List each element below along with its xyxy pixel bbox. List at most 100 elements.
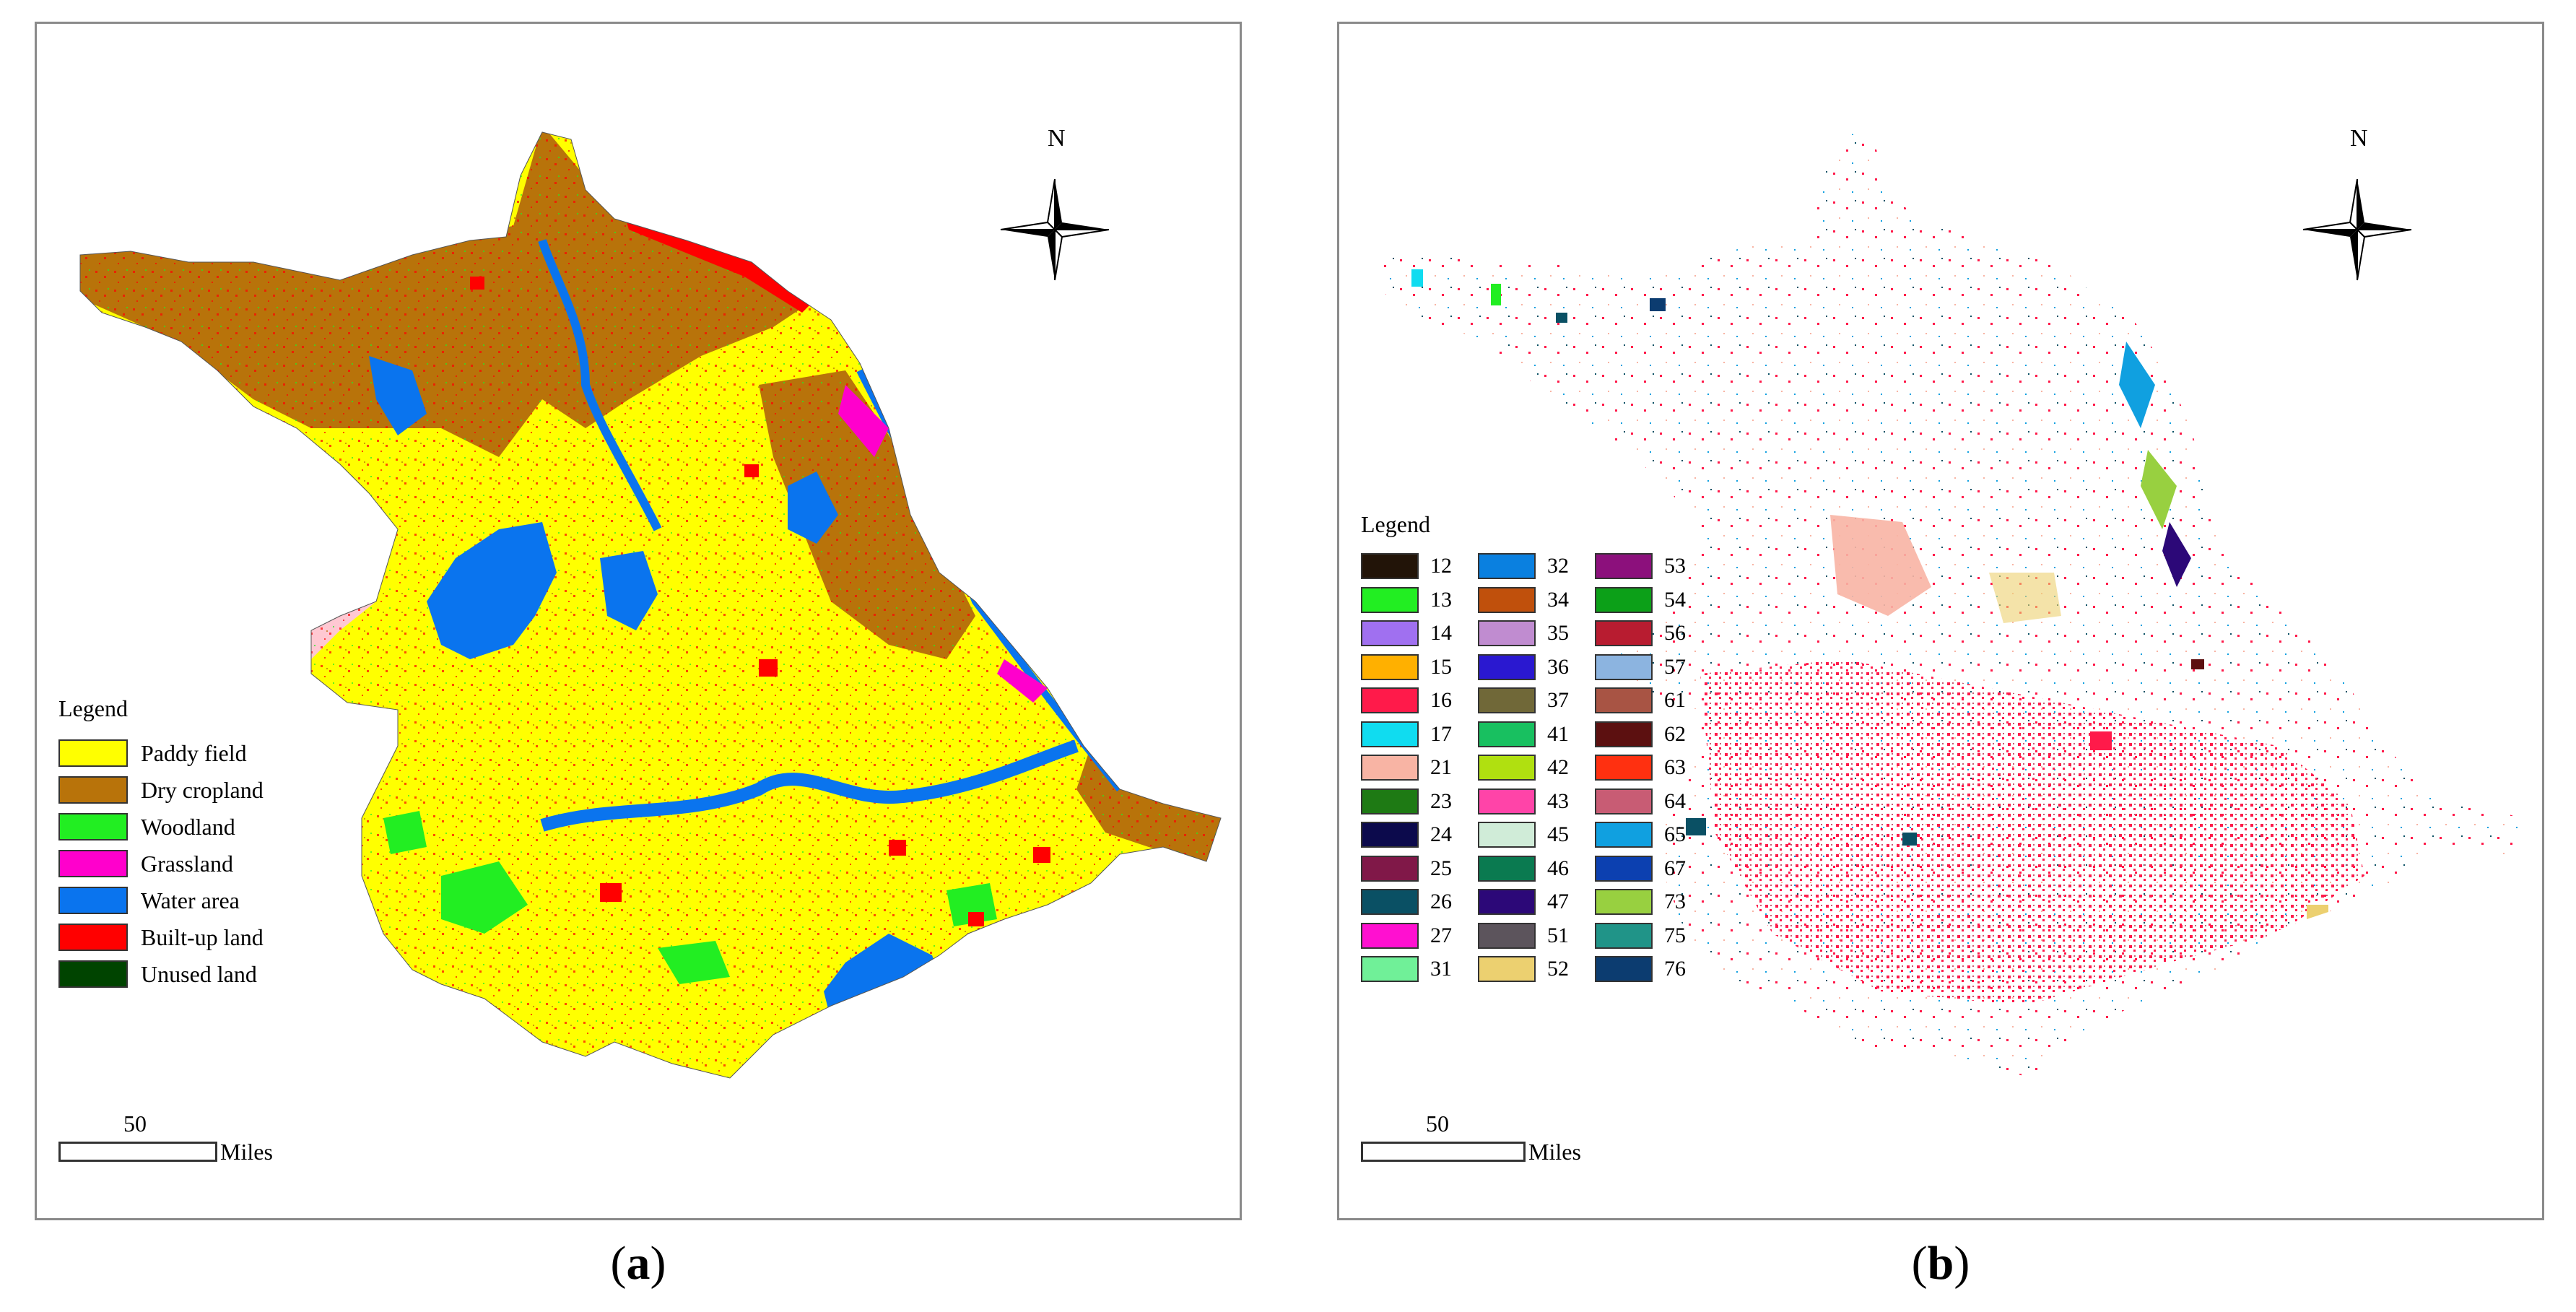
legend-item: 62 bbox=[1595, 718, 1700, 751]
legend-label: 43 bbox=[1547, 788, 1569, 813]
legend-label: 41 bbox=[1547, 721, 1569, 746]
legend-label: Paddy field bbox=[141, 739, 247, 766]
legend-item: Built-up land bbox=[58, 919, 264, 955]
legend-item: 61 bbox=[1595, 684, 1700, 717]
legend-label: 52 bbox=[1547, 957, 1569, 981]
legend-swatch bbox=[58, 813, 128, 840]
legend-item: 41 bbox=[1478, 718, 1583, 751]
legend-swatch bbox=[1478, 788, 1536, 814]
legend-item: 24 bbox=[1361, 818, 1466, 851]
legend-label: 61 bbox=[1664, 688, 1686, 712]
legend-item: 56 bbox=[1595, 617, 1700, 650]
legend-item: 45 bbox=[1478, 818, 1583, 851]
legend-item: 32 bbox=[1478, 549, 1583, 583]
legend-label: Grassland bbox=[141, 850, 233, 877]
legend-swatch bbox=[1361, 922, 1419, 949]
legend-swatch bbox=[1478, 922, 1536, 949]
legend-item: 52 bbox=[1478, 952, 1583, 986]
legend-label: 73 bbox=[1664, 890, 1686, 913]
legend-label: 67 bbox=[1664, 856, 1686, 880]
legend-label: 24 bbox=[1430, 822, 1452, 846]
land-use-change-map-b bbox=[1383, 132, 2523, 1078]
legend-item: Woodland bbox=[58, 809, 235, 845]
legend-label: 34 bbox=[1547, 587, 1569, 612]
legend-item: 65 bbox=[1595, 818, 1700, 851]
legend-label: 12 bbox=[1430, 554, 1452, 578]
legend-item: 36 bbox=[1478, 651, 1583, 684]
legend-swatch bbox=[1361, 755, 1419, 781]
legend-swatch bbox=[1595, 721, 1653, 747]
legend-label: 13 bbox=[1430, 587, 1452, 612]
legend-swatch bbox=[58, 739, 128, 767]
legend-label: Unused land bbox=[141, 960, 257, 987]
scale-unit: Miles bbox=[1528, 1139, 1581, 1165]
legend-item: 43 bbox=[1478, 785, 1583, 818]
legend-swatch bbox=[1361, 889, 1419, 915]
legend-swatch bbox=[1478, 755, 1536, 781]
legend-label: 54 bbox=[1664, 587, 1686, 612]
legend-label: 37 bbox=[1547, 688, 1569, 712]
legend-label: Water area bbox=[141, 887, 240, 913]
scale-unit: Miles bbox=[220, 1139, 273, 1165]
legend-swatch bbox=[1595, 855, 1653, 882]
legend-swatch bbox=[1595, 553, 1653, 579]
legend-swatch bbox=[1595, 755, 1653, 781]
legend-label: 14 bbox=[1430, 621, 1452, 645]
legend-item: 67 bbox=[1595, 852, 1700, 885]
legend-swatch bbox=[1595, 653, 1653, 680]
legend-label: 17 bbox=[1430, 721, 1452, 746]
legend-b: 12 13 14 15 16 17 21 23 24 25 26 27 31 32 34 35 36 37 41 42… bbox=[1361, 549, 1736, 997]
legend-item: 31 bbox=[1361, 952, 1466, 986]
legend-label: 45 bbox=[1547, 822, 1569, 846]
legend-label: 21 bbox=[1430, 755, 1452, 779]
legend-swatch bbox=[1478, 956, 1536, 982]
caption-b: (b) bbox=[1911, 1237, 1970, 1290]
legend-item: 23 bbox=[1361, 785, 1466, 818]
legend-swatch bbox=[1478, 855, 1536, 882]
legend-swatch bbox=[1478, 721, 1536, 747]
map-panel-a: N Legend Paddy field Dry cropland Woodland… bbox=[35, 22, 1242, 1220]
legend-label: 15 bbox=[1430, 654, 1452, 679]
legend-item: 63 bbox=[1595, 751, 1700, 784]
north-arrow-icon bbox=[2302, 178, 2412, 281]
legend-swatch bbox=[1595, 586, 1653, 613]
legend-swatch bbox=[1478, 822, 1536, 848]
legend-label: 64 bbox=[1664, 788, 1686, 813]
scale-value: 50 bbox=[123, 1111, 147, 1137]
legend-swatch bbox=[1361, 956, 1419, 982]
legend-swatch bbox=[1478, 687, 1536, 713]
legend-item: 14 bbox=[1361, 617, 1466, 650]
legend-label: 26 bbox=[1430, 890, 1452, 913]
legend-swatch bbox=[1478, 653, 1536, 680]
scale-bar bbox=[1361, 1142, 1526, 1162]
map-panel-b: N Legend 12 13 14 15 16 17 21 23 24 25 26 27 31 32 34 3… bbox=[1337, 22, 2544, 1220]
legend-swatch bbox=[1595, 687, 1653, 713]
legend-swatch bbox=[1478, 620, 1536, 646]
legend-title: Legend bbox=[1361, 511, 1430, 537]
legend-item: 12 bbox=[1361, 549, 1466, 583]
scale-bar bbox=[58, 1142, 217, 1162]
legend-label: 75 bbox=[1664, 923, 1686, 947]
legend-label: 65 bbox=[1664, 822, 1686, 846]
legend-item: Water area bbox=[58, 882, 240, 918]
legend-swatch bbox=[1478, 889, 1536, 915]
legend-label: 31 bbox=[1430, 957, 1452, 981]
legend-item: 27 bbox=[1361, 919, 1466, 952]
legend-item: 37 bbox=[1478, 684, 1583, 717]
legend-swatch bbox=[1361, 822, 1419, 848]
legend-label: 76 bbox=[1664, 957, 1686, 981]
legend-label: 25 bbox=[1430, 856, 1452, 880]
legend-item: 75 bbox=[1595, 919, 1700, 952]
legend-swatch bbox=[58, 960, 128, 988]
legend-swatch bbox=[1478, 586, 1536, 613]
legend-item: 16 bbox=[1361, 684, 1466, 717]
legend-swatch bbox=[1595, 956, 1653, 982]
legend-item: 42 bbox=[1478, 751, 1583, 784]
legend-swatch bbox=[58, 924, 128, 951]
legend-item: 21 bbox=[1361, 751, 1466, 784]
legend-swatch bbox=[1595, 788, 1653, 814]
legend-swatch bbox=[1478, 553, 1536, 579]
legend-item: 64 bbox=[1595, 785, 1700, 818]
legend-swatch bbox=[1595, 620, 1653, 646]
legend-swatch bbox=[1595, 922, 1653, 949]
